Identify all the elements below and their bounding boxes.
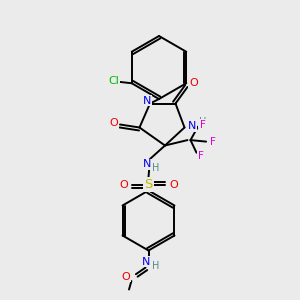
- Text: O: O: [189, 77, 198, 88]
- Text: F: F: [210, 136, 216, 147]
- Text: F: F: [198, 151, 204, 161]
- Text: O: O: [110, 118, 118, 128]
- Text: N: N: [188, 121, 196, 131]
- Text: N: N: [142, 256, 151, 267]
- Text: N: N: [143, 159, 151, 170]
- Text: H: H: [199, 117, 206, 127]
- Text: N: N: [143, 95, 151, 106]
- Text: O: O: [169, 179, 178, 190]
- Text: O: O: [119, 179, 128, 190]
- Text: H: H: [152, 261, 160, 272]
- Text: Cl: Cl: [108, 76, 119, 86]
- Text: H: H: [152, 163, 160, 173]
- Text: S: S: [144, 178, 153, 191]
- Text: O: O: [122, 272, 130, 282]
- Text: F: F: [200, 120, 206, 130]
